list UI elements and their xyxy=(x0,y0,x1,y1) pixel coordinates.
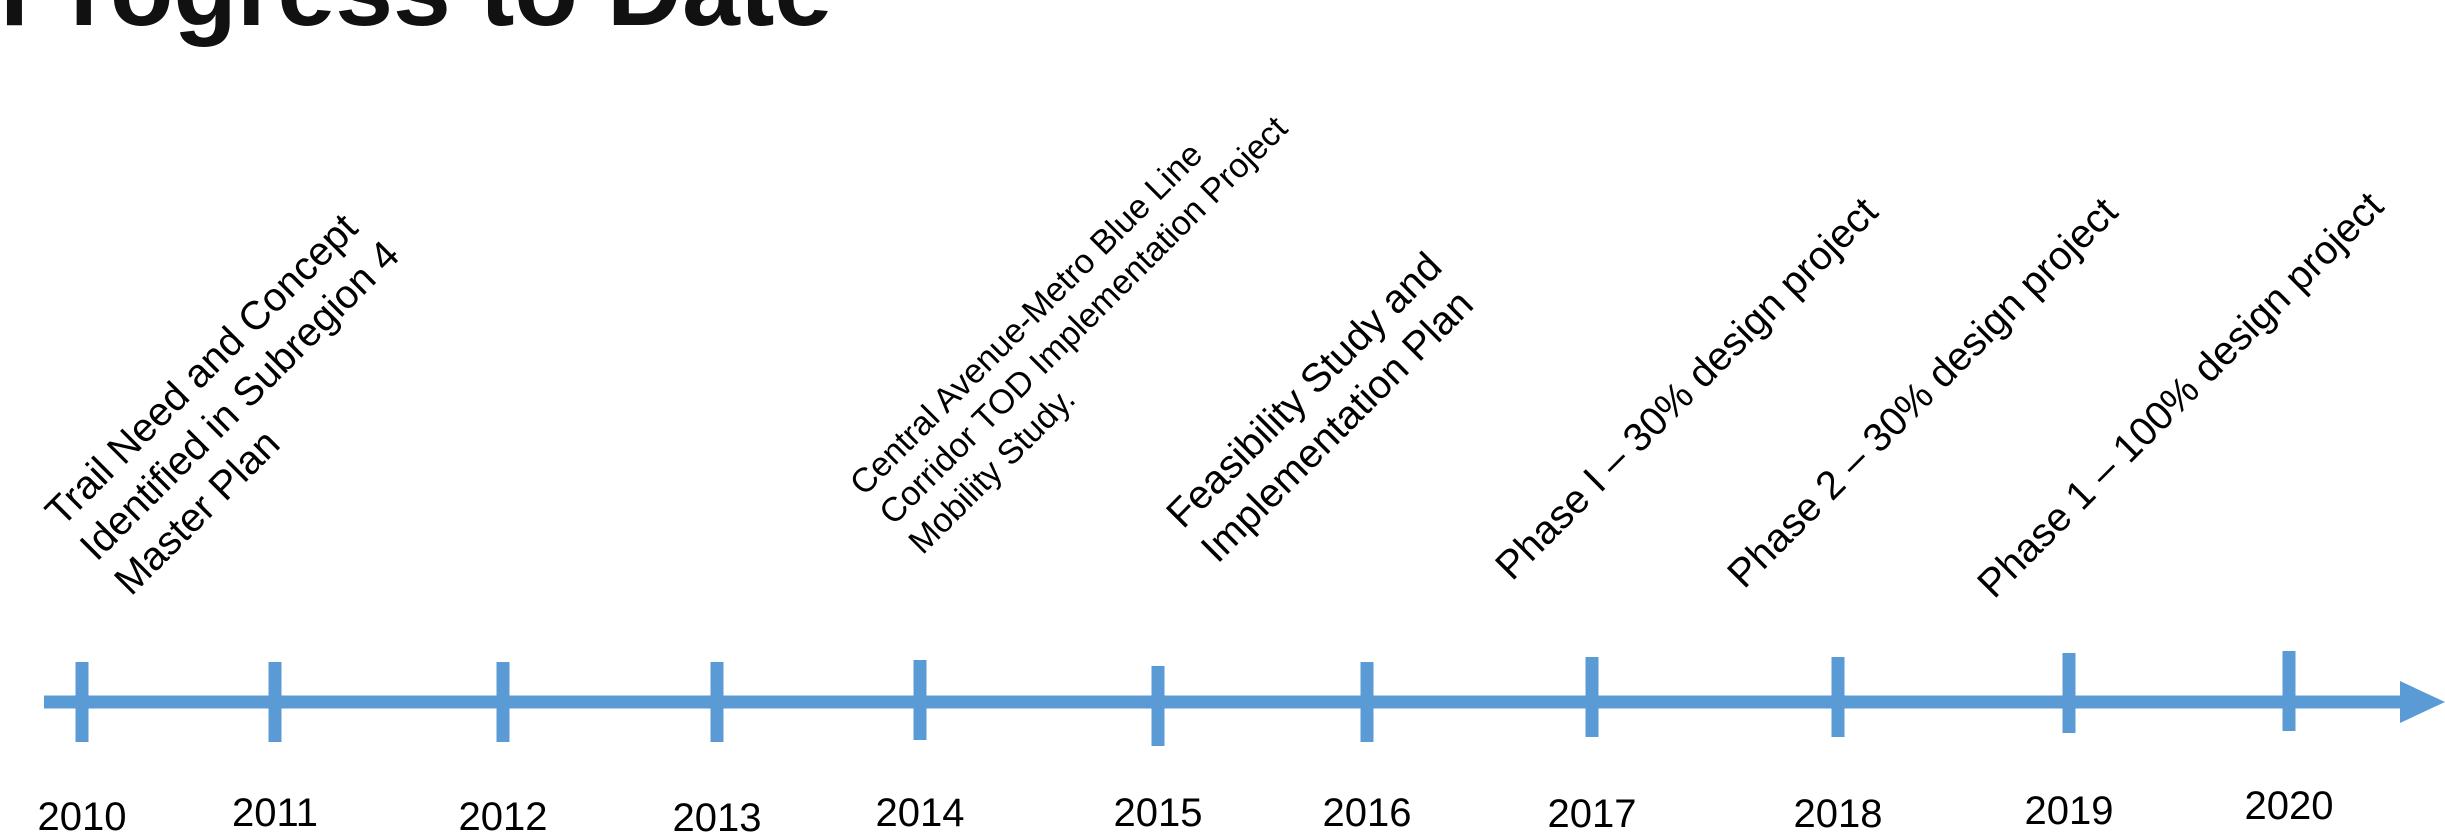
milestone-2019: Phase 1 – 100% design project xyxy=(1969,184,2392,607)
milestone-line: Phase I – 30% design project xyxy=(1487,189,1886,588)
year-ticks xyxy=(75,651,2296,746)
milestone-2017: Phase I – 30% design project xyxy=(1487,189,1886,588)
year-label-2010: 2010 xyxy=(38,795,127,836)
year-label-2017: 2017 xyxy=(1548,792,1637,836)
milestone-line: Feasibility Study and xyxy=(1158,244,1450,536)
year-label-2019: 2019 xyxy=(2025,789,2114,833)
milestone-line: Phase 1 – 100% design project xyxy=(1969,184,2392,607)
year-label-2014: 2014 xyxy=(876,791,965,835)
page-title: Progress to Date xyxy=(0,0,832,42)
year-label-2016: 2016 xyxy=(1323,791,1412,835)
milestone-line: Identified in Subregion 4 xyxy=(72,233,408,569)
year-label-2012: 2012 xyxy=(459,795,548,836)
year-labels: 2010 2011 2012 2013 2014 2015 2016 2017 2018 2019… xyxy=(38,784,2334,836)
year-label-2018: 2018 xyxy=(1794,792,1883,836)
axis-arrowhead xyxy=(2400,681,2445,723)
year-label-2013: 2013 xyxy=(673,796,762,836)
timeline-axis xyxy=(44,681,2445,723)
year-label-2011: 2011 xyxy=(232,791,318,835)
year-label-2020: 2020 xyxy=(2245,784,2334,828)
year-label-2015: 2015 xyxy=(1114,791,1203,835)
